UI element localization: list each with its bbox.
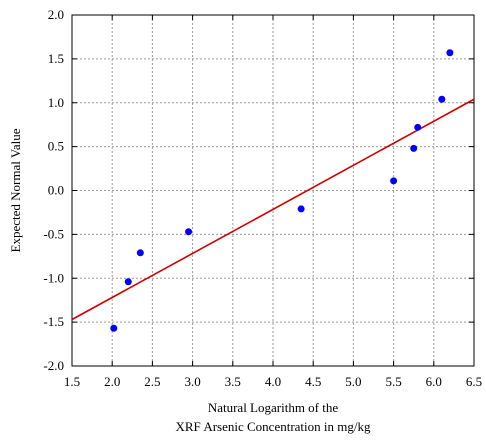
data-point bbox=[390, 177, 398, 185]
x-tick-label: 5.0 bbox=[345, 374, 361, 389]
data-points bbox=[110, 49, 454, 332]
x-tick-label: 4.0 bbox=[265, 374, 281, 389]
data-point bbox=[185, 228, 193, 236]
x-axis-label-line2: XRF Arsenic Concentration in mg/kg bbox=[176, 419, 371, 434]
x-tick-labels: 1.5 2.0 2.5 3.0 3.5 4.0 4.5 5.0 5.5 6.0 6.5 bbox=[64, 374, 482, 389]
x-tick-label: 6.5 bbox=[466, 374, 482, 389]
y-axis-label: Expected Normal Value bbox=[8, 128, 23, 252]
data-point bbox=[110, 324, 118, 332]
y-tick-label: -0.5 bbox=[43, 226, 64, 241]
x-tick-label: 3.5 bbox=[225, 374, 241, 389]
data-point bbox=[136, 249, 144, 257]
x-tick-label: 4.5 bbox=[305, 374, 321, 389]
y-tick-label: -2.0 bbox=[43, 358, 64, 373]
y-tick-label: 1.5 bbox=[48, 51, 64, 66]
data-point bbox=[446, 49, 454, 57]
y-tick-label: -1.0 bbox=[43, 270, 64, 285]
data-point bbox=[438, 95, 446, 103]
y-tick-label: 2.0 bbox=[48, 7, 64, 22]
x-tick-label: 2.5 bbox=[144, 374, 160, 389]
data-point bbox=[297, 205, 305, 213]
x-tick-label: 3.0 bbox=[184, 374, 200, 389]
y-tick-label: 1.0 bbox=[48, 95, 64, 110]
fit-line-layer bbox=[71, 98, 475, 321]
x-tick-label: 5.5 bbox=[385, 374, 401, 389]
y-tick-label: 0.0 bbox=[48, 183, 64, 198]
data-point bbox=[124, 278, 132, 286]
x-tick-label: 1.5 bbox=[64, 374, 80, 389]
grid-lines bbox=[72, 15, 474, 366]
axis-ticks bbox=[71, 14, 475, 367]
data-point bbox=[414, 123, 422, 131]
x-tick-label: 2.0 bbox=[104, 374, 120, 389]
y-tick-label: 0.5 bbox=[48, 139, 64, 154]
y-tick-label: -1.5 bbox=[43, 314, 64, 329]
fit-line bbox=[71, 98, 475, 321]
data-point bbox=[410, 144, 418, 152]
x-tick-label: 6.0 bbox=[426, 374, 442, 389]
x-axis-label-line1: Natural Logarithm of the bbox=[208, 400, 339, 415]
y-tick-labels: 2.0 1.5 1.0 0.5 0.0 -0.5 -1.0 -1.5 -2.0 bbox=[43, 7, 64, 373]
